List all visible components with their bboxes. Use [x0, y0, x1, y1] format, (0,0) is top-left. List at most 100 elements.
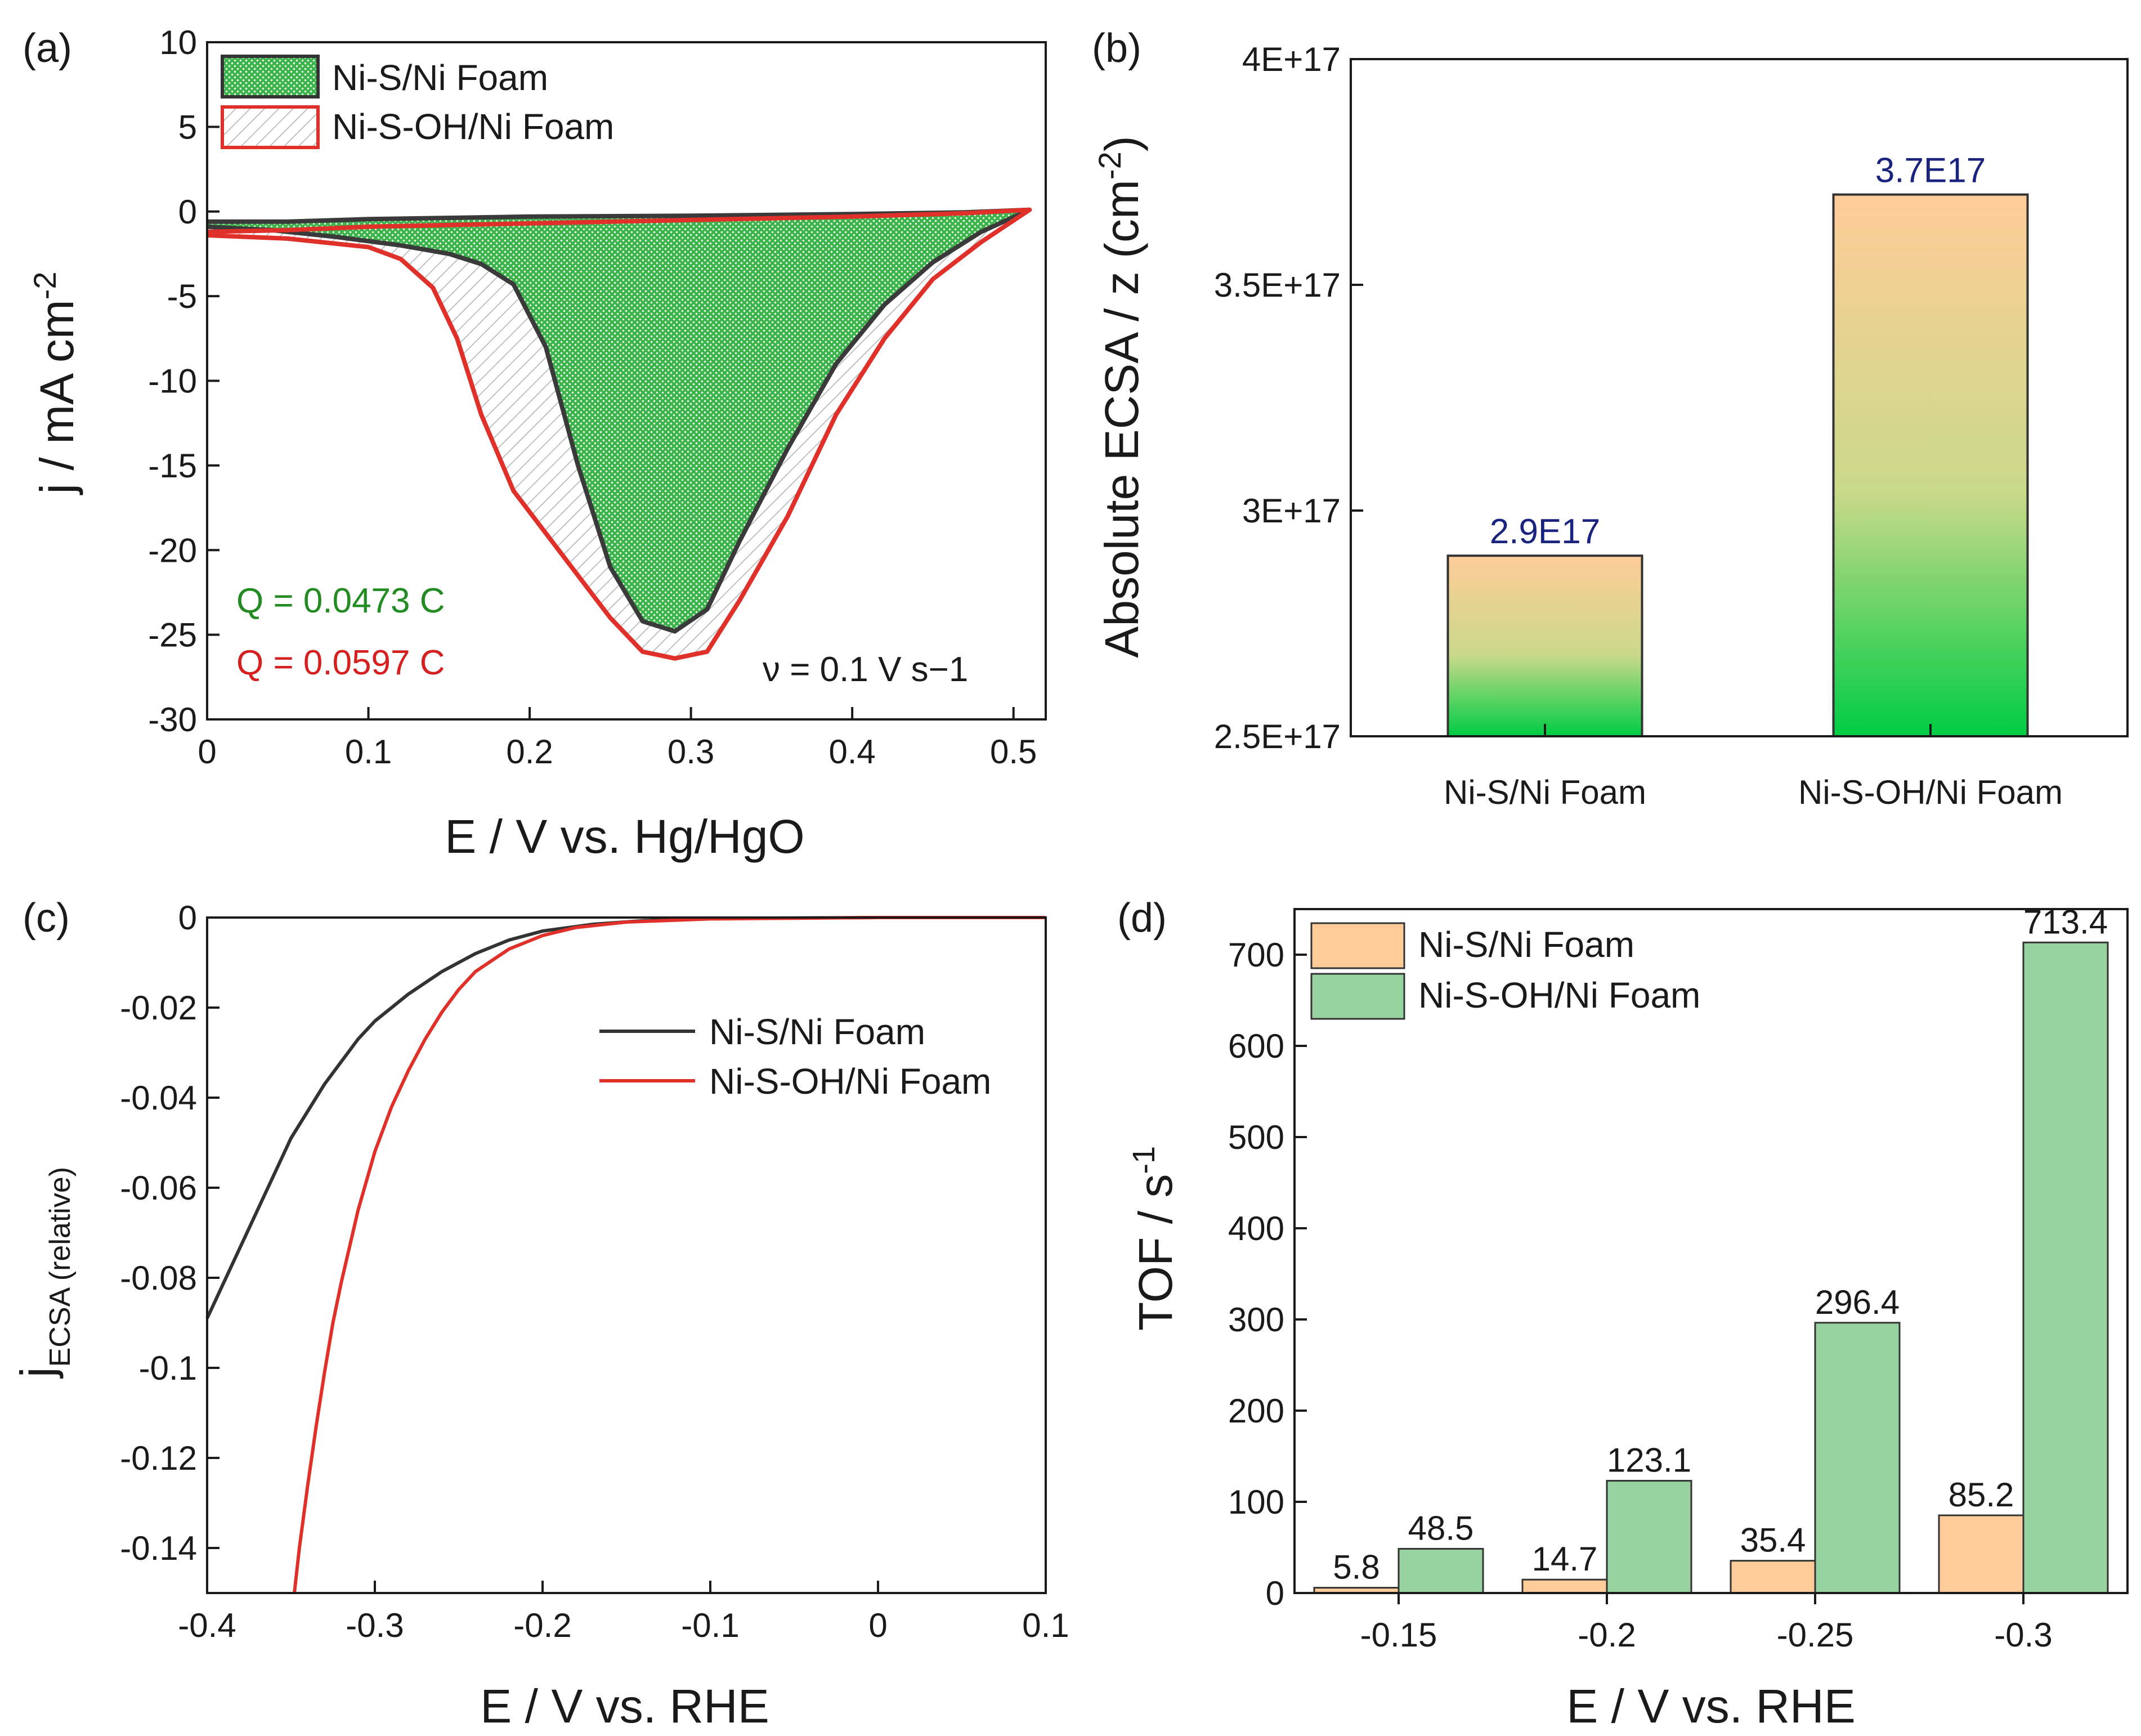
tof-value-label-0-1: 14.7 [1532, 1540, 1598, 1578]
b-ytick-label-1: 3E+17 [1242, 492, 1341, 530]
b-ytick-label-0: 2.5E+17 [1214, 718, 1341, 755]
c-ytick-label-7: -0.14 [120, 1529, 197, 1567]
bar-1 [1832, 193, 2029, 738]
y-axis-label-c: jECSA (relative) [11, 1167, 77, 1379]
tof-value-label-1-1: 123.1 [1607, 1442, 1691, 1479]
cv-curve-ni-s-oh [207, 207, 1032, 661]
tof-bar-0-1 [1521, 1578, 1608, 1594]
plot-frame-d [1293, 908, 2129, 1594]
legend-swatch-d-2 [1310, 973, 1405, 1020]
d-xtick-label-0: -0.15 [1360, 1616, 1437, 1654]
c-ytick-label-0: 0 [178, 899, 197, 937]
lsv-curve-ni-s-oh [293, 916, 1046, 1594]
tof-bar-1-2 [1814, 1322, 1901, 1594]
d-ytick-label-2: 200 [1228, 1392, 1284, 1430]
c-xtick-label-0: -0.4 [178, 1607, 236, 1644]
charge-annotation-green: Q = 0.0473 C [236, 581, 445, 620]
scan-rate-annotation: ν = 0.1 V s−1 [763, 650, 968, 689]
panel-label-a: (a) [23, 26, 72, 71]
c-ytick-label-4: -0.08 [120, 1259, 197, 1297]
a-ytick-label-8: -30 [148, 701, 197, 739]
tof-bar-0-3 [1938, 1514, 2024, 1594]
legend-label-a-1: Ni-S/Ni Foam [332, 57, 548, 98]
x-axis-label-a: E / V vs. Hg/HgO [445, 810, 805, 863]
b-ytick-label-3: 4E+17 [1242, 41, 1341, 78]
tof-value-label-0-3: 85.2 [1949, 1476, 2014, 1514]
a-xtick-label-0: 0 [198, 733, 216, 771]
area-fill-ni-s [207, 209, 1030, 632]
c-ytick-label-2: -0.04 [120, 1079, 197, 1117]
a-xtick-label-2: 0.2 [506, 733, 553, 771]
a-ytick-label-5: -15 [148, 447, 197, 485]
c-xtick-label-1: -0.3 [346, 1607, 404, 1644]
d-xtick-label-2: -0.25 [1777, 1616, 1854, 1654]
b-xtick-label-1: Ni-S-OH/Ni Foam [1798, 773, 2063, 811]
y-axis-label-b: Absolute ECSA / z (cm-2) [1092, 136, 1149, 657]
legend-label-d-2: Ni-S-OH/Ni Foam [1418, 975, 1700, 1015]
y-axis-label-a: j / mA cm-2 [27, 271, 84, 495]
b-ytick-label-2: 3.5E+17 [1214, 266, 1341, 304]
panel-label-d: (d) [1117, 896, 1167, 941]
a-xtick-label-3: 0.3 [668, 733, 714, 771]
legend-c: Ni-S/Ni Foam Ni-S-OH/Ni Foam [599, 1012, 991, 1102]
a-ytick-label-0: 10 [159, 24, 197, 61]
plot-frame-b [1350, 58, 2129, 737]
plot-frame-c [206, 916, 1047, 1594]
tof-value-label-0-0: 5.8 [1333, 1549, 1379, 1586]
d-ytick-label-6: 600 [1228, 1027, 1284, 1065]
lsv-curve-ni-s [205, 916, 1046, 1319]
d-ytick-label-0: 0 [1266, 1574, 1284, 1612]
tof-bar-0-2 [1730, 1560, 1816, 1594]
a-ytick-label-3: -5 [167, 278, 197, 315]
legend-label-c-2: Ni-S-OH/Ni Foam [709, 1061, 991, 1102]
a-xtick-label-4: 0.4 [828, 733, 875, 771]
tof-bar-1-3 [2022, 941, 2109, 1594]
d-ytick-label-1: 100 [1228, 1483, 1284, 1521]
tof-bar-1-1 [1606, 1480, 1692, 1594]
a-ytick-label-1: 5 [178, 108, 197, 146]
d-ytick-label-7: 700 [1228, 936, 1284, 974]
d-xtick-label-3: -0.3 [1994, 1616, 2052, 1654]
panel-c: (c) 0 -0.02 -0.04 -0.06 -0.08 -0.1 -0.12 -0.14 -… [11, 896, 1069, 1733]
c-ytick-label-6: -0.12 [120, 1439, 197, 1477]
panel-label-c: (c) [23, 896, 70, 941]
a-ytick-label-2: 0 [178, 193, 197, 231]
y-axis-label-d: TOF / s-1 [1126, 1146, 1183, 1331]
b-xtick-label-0: Ni-S/Ni Foam [1444, 773, 1646, 811]
d-ytick-label-4: 400 [1228, 1210, 1284, 1247]
c-xtick-label-3: -0.1 [681, 1607, 739, 1644]
bar-0 [1446, 554, 1643, 737]
charge-annotation-red: Q = 0.0597 C [236, 643, 445, 682]
c-ytick-label-5: -0.1 [139, 1349, 197, 1387]
c-xtick-label-5: 0.1 [1022, 1607, 1069, 1644]
legend-swatch-d-1 [1310, 922, 1405, 969]
tof-value-label-0-2: 35.4 [1740, 1522, 1806, 1559]
legend-label-c-1: Ni-S/Ni Foam [709, 1012, 925, 1052]
legend-d: Ni-S/Ni Foam Ni-S-OH/Ni Foam [1310, 922, 1700, 1020]
x-axis-label-d: E / V vs. RHE [1566, 1680, 1855, 1733]
legend-a: Ni-S/Ni Foam Ni-S-OH/Ni Foam [221, 55, 614, 149]
d-ytick-label-5: 500 [1228, 1118, 1284, 1156]
legend-swatch-a-2 [221, 105, 320, 149]
c-ytick-label-3: -0.06 [120, 1169, 197, 1207]
panel-label-b: (b) [1092, 26, 1141, 71]
legend-swatch-a-1 [221, 55, 320, 99]
legend-label-d-1: Ni-S/Ni Foam [1418, 924, 1634, 965]
a-xtick-label-1: 0.1 [345, 733, 392, 771]
legend-label-a-2: Ni-S-OH/Ni Foam [332, 106, 614, 147]
panel-d: (d) 5.8 48.5 -0.15 14.7 123.1 -0.2 35.4 296.4 -0… [1117, 896, 2129, 1733]
panel-b: (b) 2.9E17 Ni-S/Ni Foam 3.7E17 Ni-S-OH/Ni F… [1092, 26, 2129, 811]
c-xtick-label-4: 0 [868, 1607, 887, 1644]
c-ytick-label-1: -0.02 [120, 989, 197, 1027]
a-ytick-label-7: -25 [148, 616, 197, 654]
a-ytick-label-6: -20 [148, 531, 197, 569]
tof-bar-1-0 [1398, 1547, 1484, 1594]
x-axis-label-c: E / V vs. RHE [480, 1680, 769, 1733]
c-xtick-label-2: -0.2 [513, 1607, 571, 1644]
bar-value-label-1: 3.7E17 [1875, 151, 1986, 190]
a-xtick-label-5: 0.5 [990, 733, 1037, 771]
tof-value-label-1-2: 296.4 [1815, 1283, 1900, 1321]
a-ytick-label-4: -10 [148, 363, 197, 400]
